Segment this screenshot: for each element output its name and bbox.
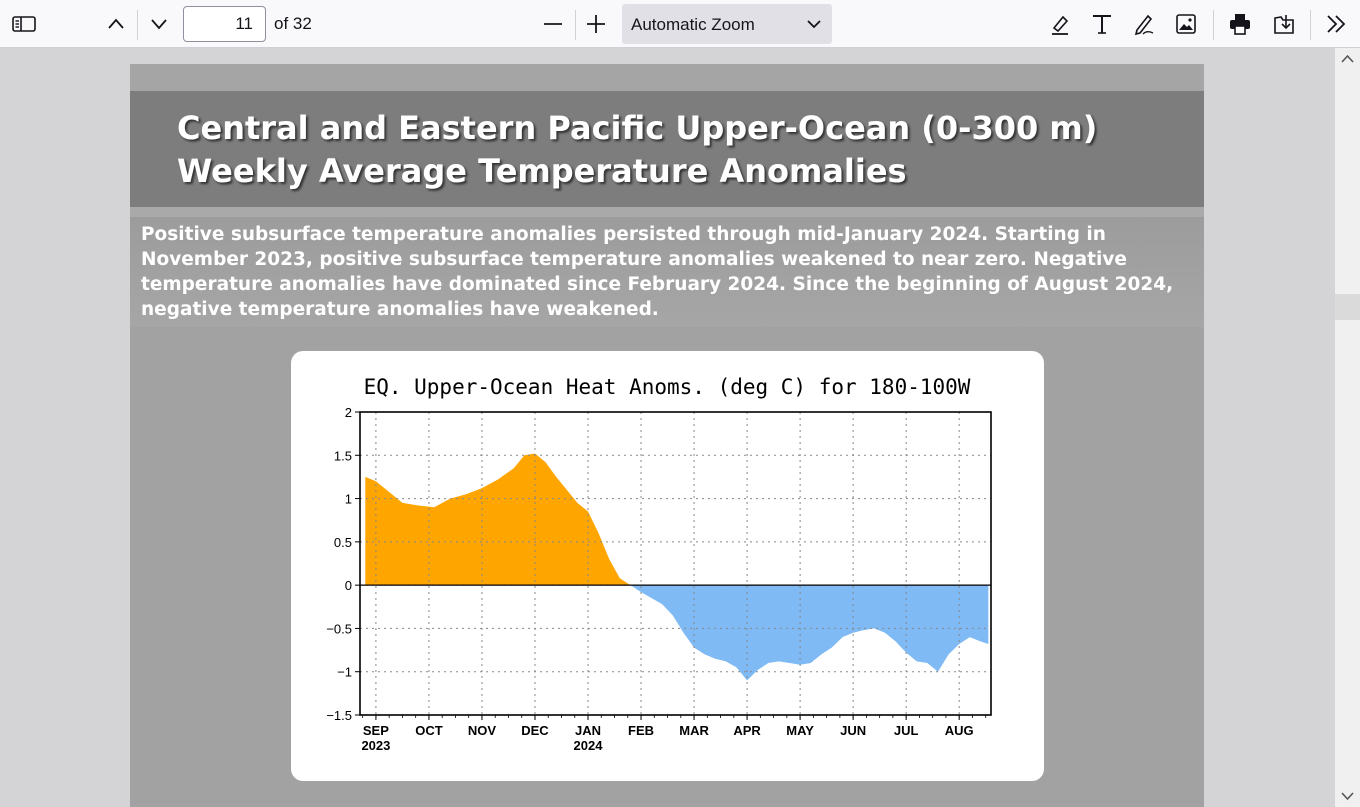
chart-card: EQ. Upper-Ocean Heat Anoms. (deg C) for … — [291, 351, 1044, 781]
chevron-down-icon — [807, 20, 821, 29]
scroll-down-icon[interactable] — [1341, 791, 1354, 801]
x-tick-label: DEC — [521, 723, 549, 738]
x-tick-label: JUL — [894, 723, 919, 738]
highlighter-icon[interactable] — [1044, 8, 1076, 40]
sidebar-toggle-icon[interactable] — [8, 8, 40, 40]
y-tick-label: 2 — [345, 405, 352, 420]
x-tick-label: SEP — [363, 723, 389, 738]
x-tick-label: JUN — [840, 723, 866, 738]
download-icon[interactable] — [1268, 8, 1300, 40]
y-tick-label: 0.5 — [334, 535, 352, 550]
plus-icon[interactable] — [580, 8, 612, 40]
pen-icon[interactable] — [1128, 8, 1160, 40]
x-tick-year-label: 2023 — [361, 738, 390, 753]
y-tick-label: 1 — [345, 492, 352, 507]
toolbar-divider — [1310, 10, 1311, 40]
scroll-thumb[interactable] — [1335, 294, 1360, 320]
toolbar-divider — [137, 10, 138, 40]
positive-anomaly-area — [365, 453, 989, 586]
page-number-input[interactable] — [183, 6, 266, 42]
chart-title: EQ. Upper-Ocean Heat Anoms. (deg C) for … — [364, 375, 971, 399]
slide-title-line-1: Central and Eastern Pacific Upper-Ocean … — [177, 109, 1098, 147]
band-divider — [130, 207, 1204, 217]
y-tick-label: −1.5 — [326, 708, 352, 723]
x-tick-label: APR — [733, 723, 761, 738]
slide-title-line-2: Weekly Average Temperature Anomalies — [177, 152, 907, 190]
zoom-select-value: Automatic Zoom — [631, 15, 755, 34]
zoom-select[interactable]: Automatic Zoom — [622, 4, 832, 44]
negative-anomaly-area — [365, 585, 989, 681]
add-image-icon[interactable] — [1170, 8, 1202, 40]
scroll-up-icon[interactable] — [1341, 54, 1354, 64]
x-tick-label: AUG — [945, 723, 974, 738]
pdf-page: Central and Eastern Pacific Upper-Ocean … — [130, 64, 1204, 807]
toolbar-divider — [575, 10, 576, 40]
double-chevron-right-icon[interactable] — [1320, 8, 1352, 40]
slide-body-text: Positive subsurface temperature anomalie… — [141, 224, 1174, 320]
x-tick-label: MAY — [786, 723, 814, 738]
page-count-label: of 32 — [274, 14, 312, 33]
x-tick-label: FEB — [628, 723, 654, 738]
y-tick-label: −1 — [337, 665, 352, 680]
vertical-scrollbar[interactable] — [1335, 48, 1360, 807]
heat-anomaly-chart: EQ. Upper-Ocean Heat Anoms. (deg C) for … — [326, 375, 992, 753]
y-tick-label: 0 — [345, 578, 352, 593]
slide-top-strip — [130, 64, 1204, 91]
x-tick-label: OCT — [415, 723, 443, 738]
minus-icon[interactable] — [537, 8, 569, 40]
x-tick-year-label: 2024 — [574, 738, 604, 753]
toolbar-divider — [1213, 10, 1214, 40]
x-tick-label: MAR — [679, 723, 709, 738]
plot-frame — [359, 411, 992, 716]
body-band: Positive subsurface temperature anomalie… — [130, 217, 1204, 327]
x-tick-label: NOV — [468, 723, 497, 738]
printer-icon[interactable] — [1224, 8, 1256, 40]
y-tick-label: −0.5 — [326, 621, 352, 636]
y-tick-label: 1.5 — [334, 448, 352, 463]
title-band: Central and Eastern Pacific Upper-Ocean … — [130, 91, 1204, 207]
chevron-up-icon[interactable] — [100, 8, 132, 40]
text-tool-icon[interactable] — [1086, 8, 1118, 40]
x-tick-label: JAN — [575, 723, 601, 738]
pdf-toolbar: of 32 Automatic Zoom — [0, 0, 1360, 48]
chevron-down-icon[interactable] — [143, 8, 175, 40]
